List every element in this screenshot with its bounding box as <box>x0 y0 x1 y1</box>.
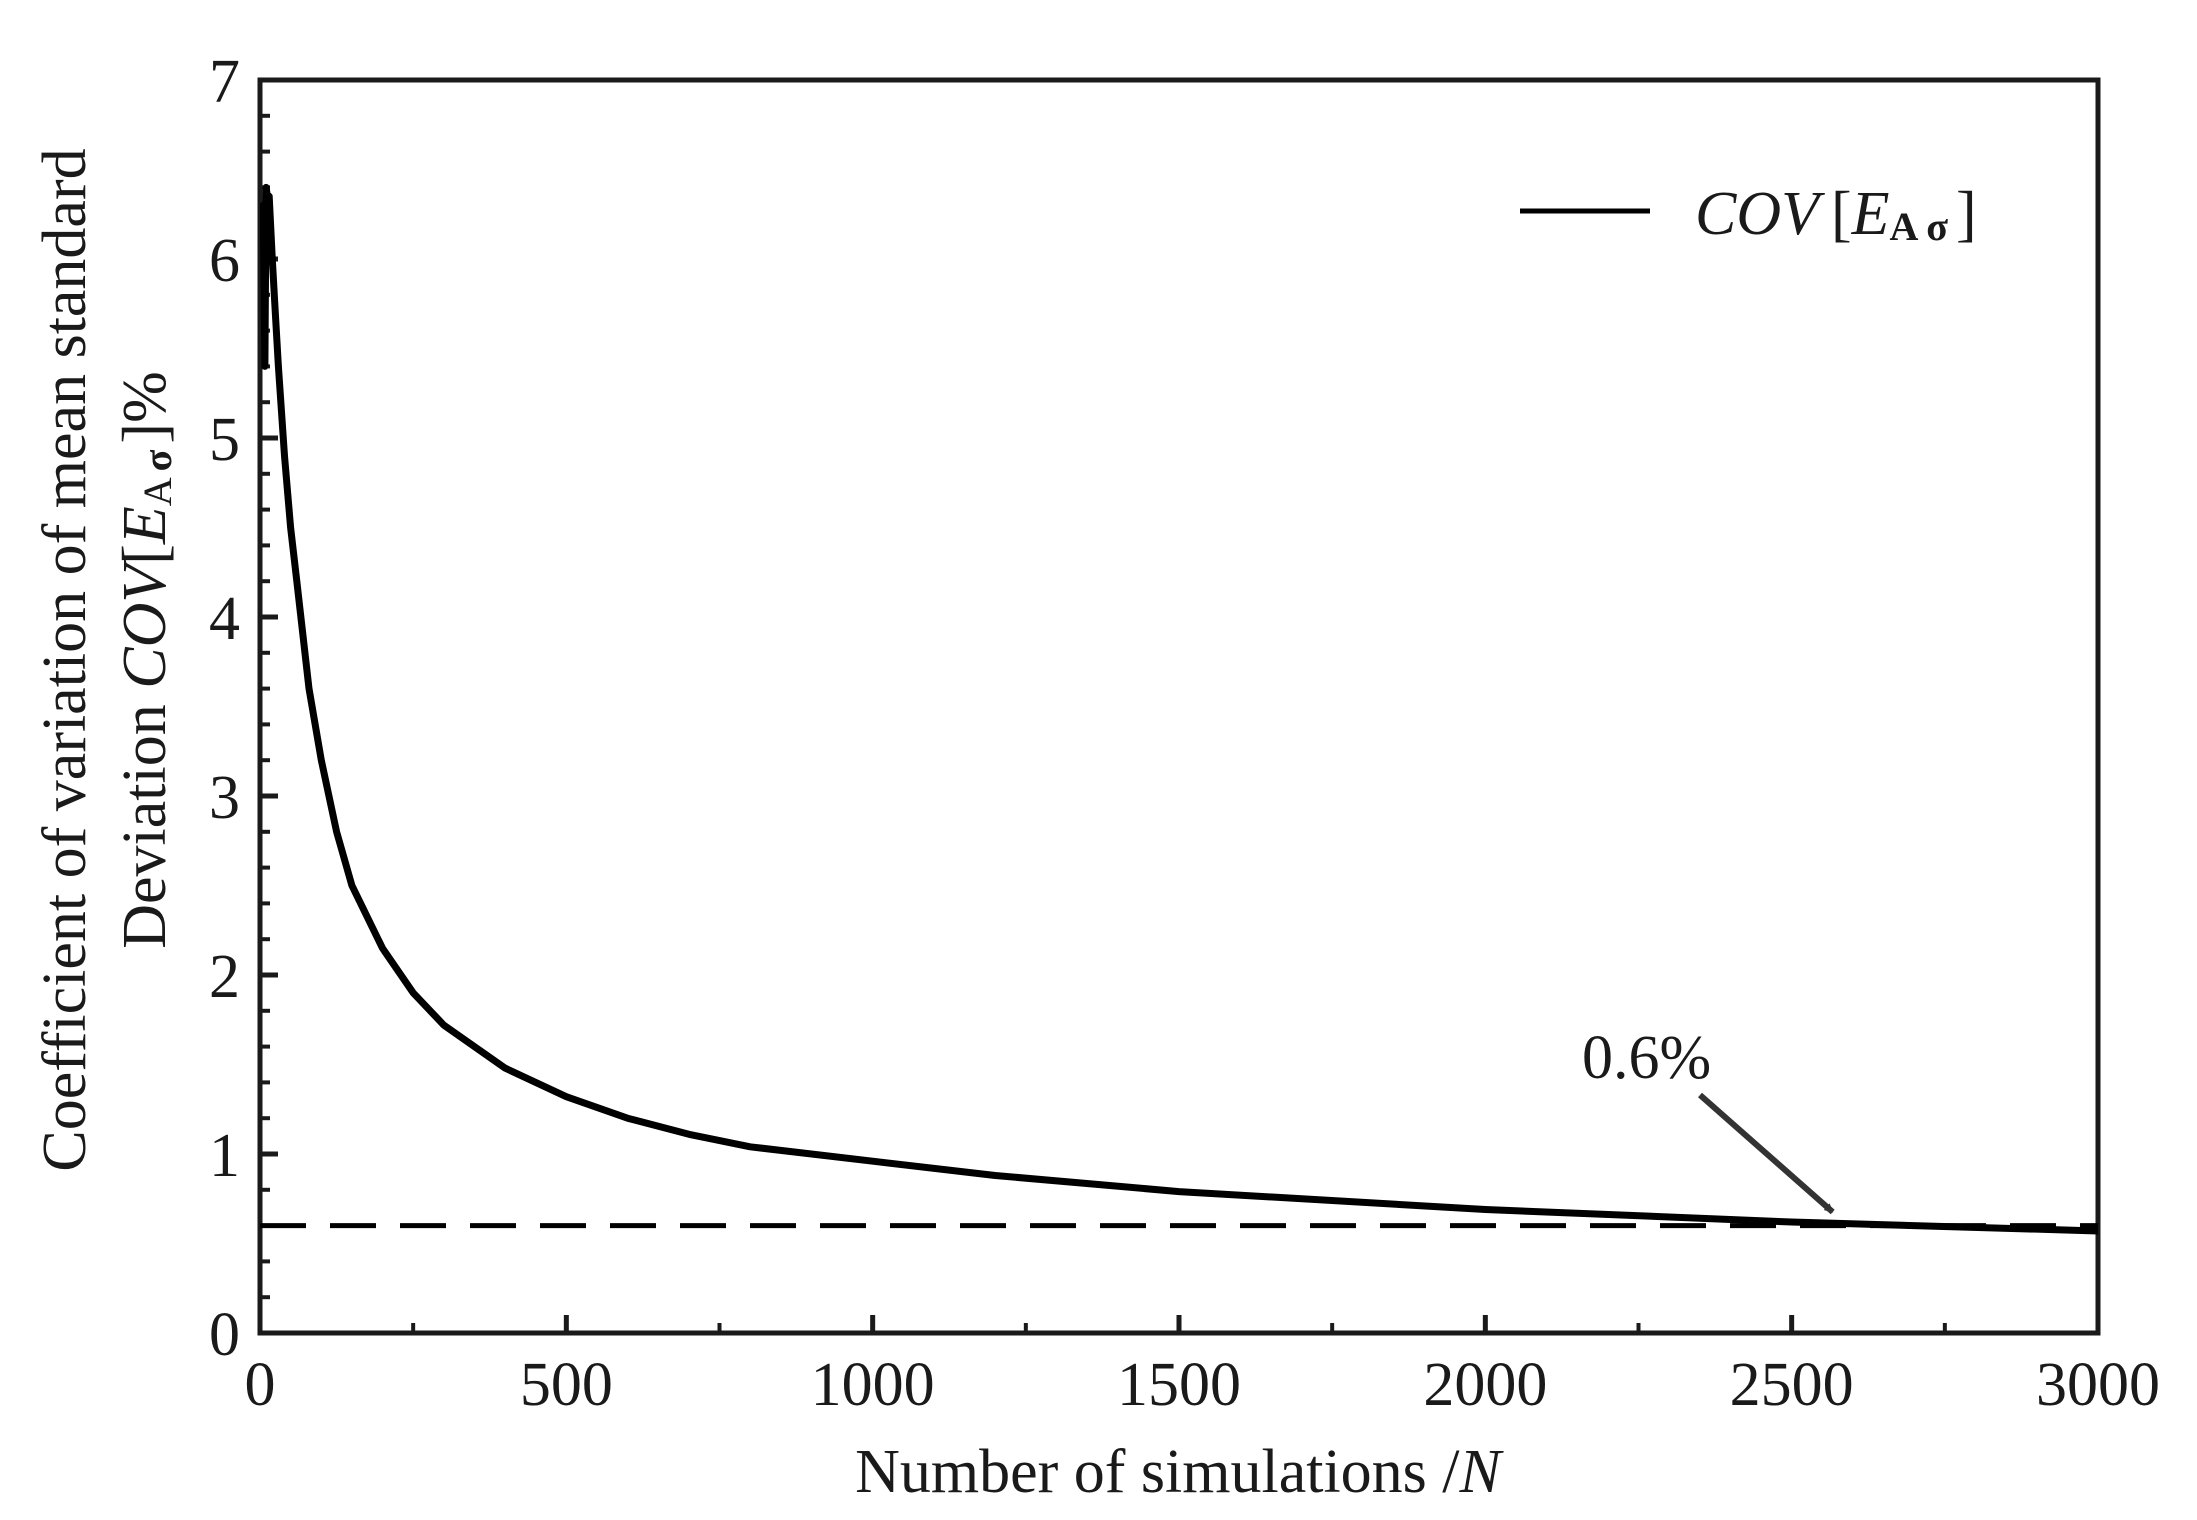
y-tick-label: 0 <box>209 1301 240 1369</box>
y-tick-label: 1 <box>209 1122 240 1190</box>
axis-tick-labels: 0 500 1000 1500 2000 2500 3000 0 1 2 3 4 5 6 7 <box>209 48 2160 1419</box>
y-tick-label: 3 <box>209 764 240 832</box>
annotation-arrow <box>1698 1092 1835 1215</box>
x-tick-label: 2500 <box>1730 1351 1854 1419</box>
y-axis-title-line1: Coefficient of variation of mean standar… <box>31 148 99 1171</box>
x-tick-label: 1500 <box>1117 1351 1241 1419</box>
annotation-label: 0.6% <box>1582 1024 1711 1092</box>
cov-series-line <box>260 183 2098 1235</box>
legend: COV [EA σ] <box>1520 180 1977 249</box>
y-axis-title-line2: Deviation COV[EAσ]% <box>111 371 180 948</box>
x-tick-label: 0 <box>245 1351 276 1419</box>
threshold-annotation: 0.6% <box>1582 1024 1835 1215</box>
x-tick-label: 2000 <box>1423 1351 1547 1419</box>
axis-ticks <box>257 77 2101 1336</box>
x-tick-label: 3000 <box>2036 1351 2160 1419</box>
y-tick-label: 2 <box>209 943 240 1011</box>
y-tick-label: 6 <box>209 227 240 295</box>
x-axis-title: Number of simulations /N <box>855 1438 1504 1506</box>
plot-area-frame <box>257 77 2101 1336</box>
legend-label: COV [EA σ] <box>1695 180 1977 249</box>
x-tick-label: 500 <box>520 1351 613 1419</box>
series-layer <box>260 183 2098 1235</box>
y-tick-label: 7 <box>209 48 240 116</box>
y-tick-label: 5 <box>209 406 240 474</box>
y-tick-label: 4 <box>209 585 240 653</box>
x-tick-label: 1000 <box>811 1351 935 1419</box>
